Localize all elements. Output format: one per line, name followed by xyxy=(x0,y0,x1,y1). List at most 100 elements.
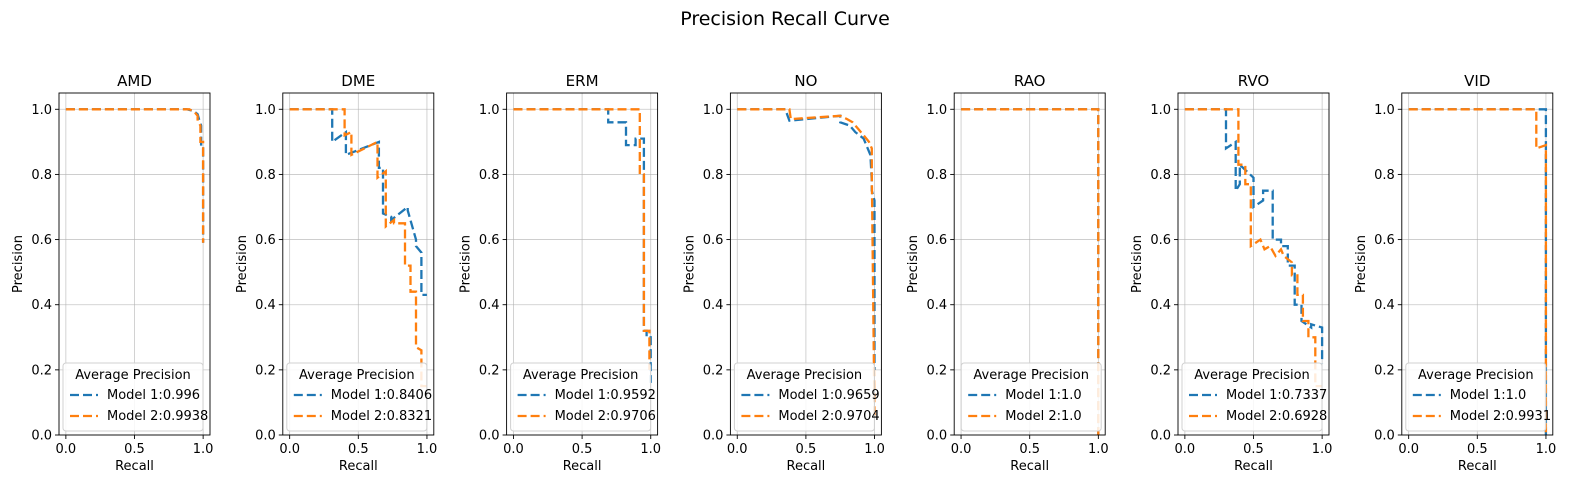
legend-box xyxy=(960,362,1102,432)
legend-box xyxy=(1181,362,1323,432)
panel-rao: RAO 0.0 0.5 1.0 0.0 0.2 0.4 0.6 0.8 1.0 Recall Prec… xyxy=(906,72,1108,474)
y-tick-label: 0.0 xyxy=(1150,429,1171,444)
legend: Average Precision Model 1:0.7337 Model 2:0… xyxy=(1181,362,1327,432)
panel-dme: DME 0.0 0.5 1.0 0.0 0.2 0.4 0.6 0.8 1.0 Recall Prec… xyxy=(235,72,437,474)
y-axis-label: Precision xyxy=(682,235,697,293)
y-tick-label: 0.6 xyxy=(31,233,52,248)
legend-entry-model-2: Model 2:0.9938 xyxy=(107,409,208,424)
series-line-model-1 xyxy=(1184,108,1324,364)
legend-box xyxy=(733,362,875,432)
y-tick-label: 0.6 xyxy=(1150,233,1171,248)
legend-entry-model-1: Model 1:1.0 xyxy=(1005,388,1081,403)
legend-entry-model-1: Model 1:0.8406 xyxy=(331,388,432,403)
y-axis-label: Precision xyxy=(235,235,250,293)
y-tick-label: 0.2 xyxy=(1150,363,1171,378)
legend: Average Precision Model 1:0.8406 Model 2:0… xyxy=(286,362,432,432)
y-tick-label: 0.0 xyxy=(255,429,276,444)
y-tick-label: 0.0 xyxy=(927,429,948,444)
y-tick-label: 0.6 xyxy=(479,233,500,248)
y-axis-label: Precision xyxy=(1130,235,1145,293)
y-tick-label: 0.4 xyxy=(703,298,724,313)
y-tick-label: 0.0 xyxy=(31,429,52,444)
x-tick-label: 0.5 xyxy=(1243,442,1264,457)
x-axis-label: Recall xyxy=(339,459,378,474)
x-axis-label: Recall xyxy=(115,459,154,474)
axes-frame xyxy=(1177,92,1330,436)
y-tick-label: 0.0 xyxy=(703,429,724,444)
y-tick-label: 0.4 xyxy=(1150,298,1171,313)
legend: Average Precision Model 1:1.0 Model 2:1.0 xyxy=(960,362,1102,432)
axes-frame xyxy=(506,92,659,436)
x-tick-label: 0.5 xyxy=(1019,442,1040,457)
panel-title: DME xyxy=(341,72,375,90)
y-tick-label: 0.2 xyxy=(703,363,724,378)
y-tick-label: 1.0 xyxy=(479,103,500,118)
x-tick-label: 0.0 xyxy=(1175,442,1196,457)
y-tick-label: 0.2 xyxy=(479,363,500,378)
legend: Average Precision Model 1:0.9659 Model 2:0… xyxy=(733,362,880,432)
axes-frame xyxy=(729,92,882,436)
axes-frame xyxy=(282,92,435,436)
panel-erm: ERM 0.0 0.5 1.0 0.0 0.2 0.4 0.6 0.8 1.0 Recall Prec… xyxy=(459,72,661,474)
x-tick-label: 0.5 xyxy=(124,442,145,457)
legend-entry-model-2: Model 2:0.9931 xyxy=(1450,409,1551,424)
x-axis-label: Recall xyxy=(1234,459,1273,474)
x-tick-label: 1.0 xyxy=(864,442,885,457)
series-line-model-1 xyxy=(513,108,652,383)
panel-title: AMD xyxy=(117,72,152,90)
panel-amd: AMD 0.0 0.5 1.0 0.0 0.2 0.4 0.6 0.8 1.0 Recall Prec… xyxy=(11,72,213,474)
axes-frame xyxy=(953,92,1106,436)
series-line-model-2 xyxy=(1184,108,1323,388)
legend: Average Precision Model 1:1.0 Model 2:0.99… xyxy=(1405,362,1551,432)
panel-title: RVO xyxy=(1238,72,1269,90)
y-tick-label: 0.8 xyxy=(1150,168,1171,183)
legend-title: Average Precision xyxy=(75,368,191,383)
series-line-model-2 xyxy=(737,108,876,419)
x-tick-label: 0.5 xyxy=(348,442,369,457)
y-axis-label: Precision xyxy=(11,235,26,293)
legend-box xyxy=(286,362,428,432)
legend-box xyxy=(510,362,652,432)
series-line-model-2 xyxy=(289,108,427,388)
legend-box xyxy=(1405,362,1547,432)
legend-entry-model-1: Model 1:0.9659 xyxy=(778,388,879,403)
panel-title: RAO xyxy=(1014,72,1046,90)
series-line-model-2 xyxy=(1408,108,1548,435)
panel-title: NO xyxy=(794,72,817,90)
legend-title: Average Precision xyxy=(523,368,639,383)
legend-entry-model-1: Model 1:1.0 xyxy=(1450,388,1527,403)
x-tick-label: 1.0 xyxy=(1536,442,1557,457)
y-tick-label: 0.4 xyxy=(927,298,948,313)
x-tick-label: 0.0 xyxy=(727,442,748,457)
x-tick-label: 0.0 xyxy=(1398,442,1419,457)
axes-frame xyxy=(1401,92,1554,436)
legend-title: Average Precision xyxy=(1418,368,1534,383)
x-axis-label: Recall xyxy=(563,459,602,474)
y-tick-label: 0.4 xyxy=(31,298,52,313)
panel-title: VID xyxy=(1464,72,1490,90)
panel-vid: VID 0.0 0.5 1.0 0.0 0.2 0.4 0.6 0.8 1.0 Recall Prec… xyxy=(1354,72,1556,474)
legend: Average Precision Model 1:0.996 Model 2:0.… xyxy=(62,362,208,432)
series-line-model-2 xyxy=(513,108,651,370)
y-tick-label: 0.4 xyxy=(255,298,276,313)
y-tick-label: 0.0 xyxy=(479,429,500,444)
y-tick-label: 0.4 xyxy=(479,298,500,313)
y-tick-label: 1.0 xyxy=(1374,103,1395,118)
series-line-model-2 xyxy=(961,108,1100,435)
y-tick-label: 1.0 xyxy=(31,103,52,118)
x-tick-label: 0.0 xyxy=(951,442,972,457)
legend-entry-model-1: Model 1:0.996 xyxy=(107,388,200,403)
y-tick-label: 0.8 xyxy=(479,168,500,183)
x-tick-label: 0.0 xyxy=(56,442,77,457)
y-tick-label: 0.6 xyxy=(703,233,724,248)
x-tick-label: 1.0 xyxy=(1088,442,1109,457)
y-tick-label: 0.8 xyxy=(927,168,948,183)
y-axis-label: Precision xyxy=(906,235,921,293)
legend-entry-model-2: Model 2:0.9706 xyxy=(555,409,656,424)
y-tick-label: 0.4 xyxy=(1374,298,1395,313)
panel-no: NO 0.0 0.5 1.0 0.0 0.2 0.4 0.6 0.8 1.0 Recall Preci… xyxy=(682,72,884,474)
x-tick-label: 1.0 xyxy=(417,442,438,457)
x-tick-label: 0.0 xyxy=(279,442,300,457)
legend-box xyxy=(62,362,204,432)
y-tick-label: 0.8 xyxy=(255,168,276,183)
